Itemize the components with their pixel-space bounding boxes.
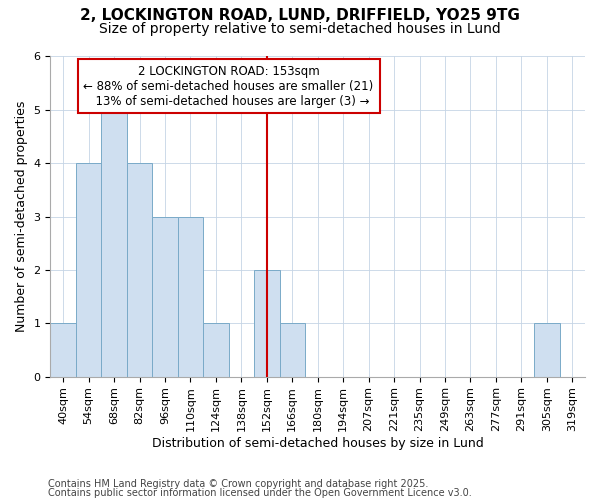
Bar (127, 163, 152, 376)
Text: 2 LOCKINGTON ROAD: 153sqm
← 88% of semi-detached houses are smaller (21)
  13% o: 2 LOCKINGTON ROAD: 153sqm ← 88% of semi-… (83, 64, 374, 108)
Text: 2, LOCKINGTON ROAD, LUND, DRIFFIELD, YO25 9TG: 2, LOCKINGTON ROAD, LUND, DRIFFIELD, YO2… (80, 8, 520, 22)
Text: Contains HM Land Registry data © Crown copyright and database right 2025.: Contains HM Land Registry data © Crown c… (48, 479, 428, 489)
Bar (280, 323, 305, 376)
Bar (254, 270, 280, 376)
Bar (101, 110, 127, 376)
Bar (534, 323, 560, 376)
Bar (203, 323, 229, 376)
Text: Size of property relative to semi-detached houses in Lund: Size of property relative to semi-detach… (99, 22, 501, 36)
Bar (76, 163, 101, 376)
Text: Contains public sector information licensed under the Open Government Licence v3: Contains public sector information licen… (48, 488, 472, 498)
X-axis label: Distribution of semi-detached houses by size in Lund: Distribution of semi-detached houses by … (152, 437, 484, 450)
Bar (50, 323, 76, 376)
Y-axis label: Number of semi-detached properties: Number of semi-detached properties (15, 101, 28, 332)
Bar (178, 216, 203, 376)
Bar (152, 216, 178, 376)
